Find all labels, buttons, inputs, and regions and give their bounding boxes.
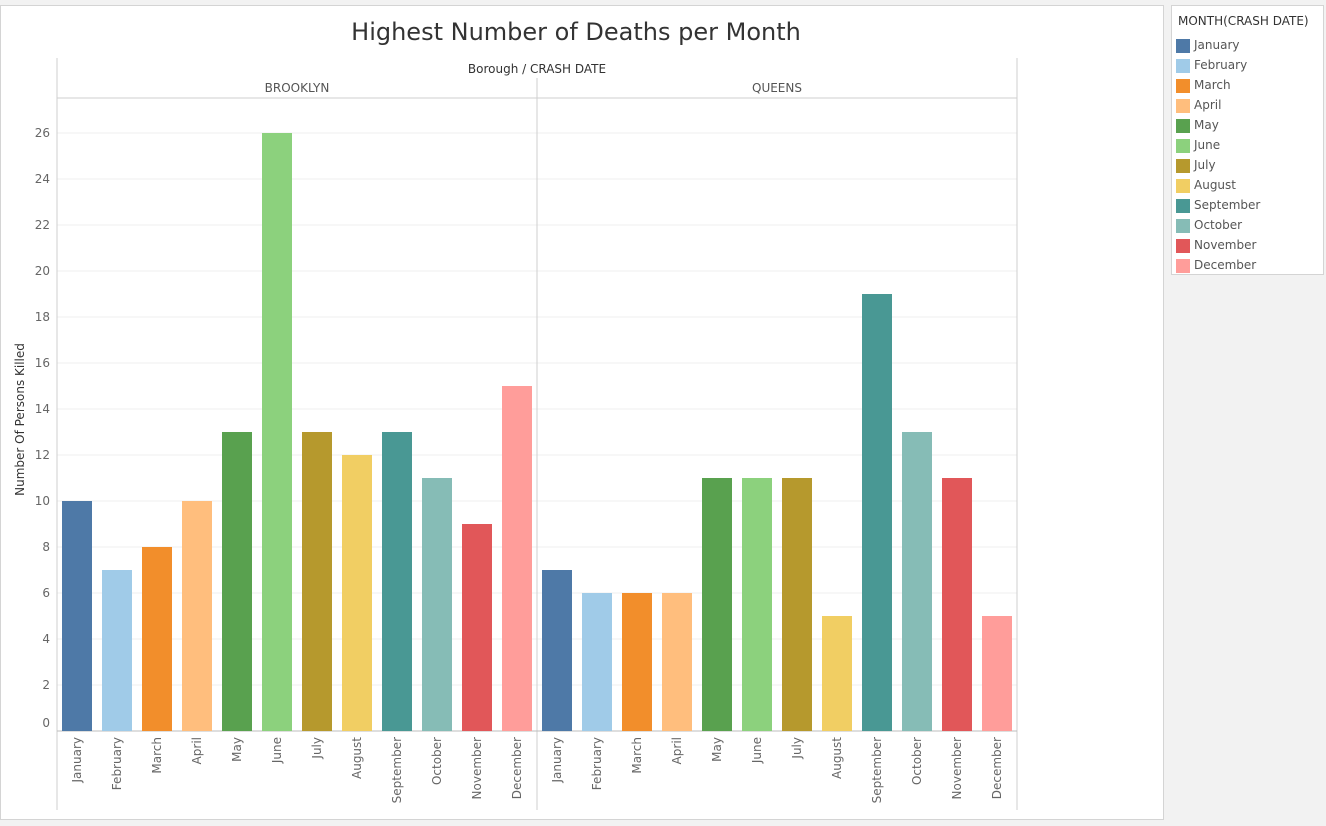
legend-title: MONTH(CRASH DATE) [1178, 14, 1309, 28]
y-tick-label: 4 [42, 632, 50, 646]
bar [62, 501, 92, 731]
x-tick-label: April [190, 737, 204, 764]
bar [862, 294, 892, 731]
legend: MONTH(CRASH DATE) January February March Ap… [1171, 5, 1324, 275]
bar [382, 432, 412, 731]
x-tick-label: November [950, 737, 964, 799]
x-tick-label: May [230, 737, 244, 762]
legend-label: January [1194, 38, 1240, 52]
legend-swatch [1176, 59, 1190, 73]
legend-label: October [1194, 218, 1243, 232]
bar [822, 616, 852, 731]
x-tick-label: January [70, 737, 84, 784]
bar [582, 593, 612, 731]
legend-label: August [1194, 178, 1236, 192]
y-tick-label: 2 [42, 678, 50, 692]
legend-swatch [1176, 179, 1190, 193]
legend-swatch [1176, 159, 1190, 173]
legend-swatch [1176, 139, 1190, 153]
legend-label: May [1194, 118, 1219, 132]
y-tick-label: 8 [42, 540, 50, 554]
x-tick-label: September [870, 737, 884, 803]
bar [622, 593, 652, 731]
y-tick-label: 0 [42, 716, 50, 730]
x-tick-label: June [270, 737, 284, 764]
y-tick-label: 10 [35, 494, 50, 508]
y-tick-label: 6 [42, 586, 50, 600]
y-tick-label: 12 [35, 448, 50, 462]
bar [702, 478, 732, 731]
chart-title: Highest Number of Deaths per Month [351, 18, 801, 46]
legend-label: April [1194, 98, 1222, 112]
x-tick-label: August [830, 737, 844, 779]
bar [142, 547, 172, 731]
x-tick-label: October [910, 737, 924, 785]
x-tick-label: July [790, 737, 804, 760]
x-tick-label: October [430, 737, 444, 785]
x-tick-label: December [990, 737, 1004, 799]
bar [422, 478, 452, 731]
legend-label: July [1194, 158, 1216, 172]
bar [782, 478, 812, 731]
legend-label: September [1194, 198, 1261, 212]
column-header: Borough / CRASH DATE [468, 62, 606, 76]
bar [542, 570, 572, 731]
bar [902, 432, 932, 731]
x-tick-label: August [350, 737, 364, 779]
bar [262, 133, 292, 731]
x-tick-label: July [310, 737, 324, 760]
x-tick-label: March [630, 737, 644, 774]
x-tick-label: December [510, 737, 524, 799]
legend-swatch [1176, 39, 1190, 53]
bar [102, 570, 132, 731]
x-tick-label: February [590, 737, 604, 790]
x-tick-label: February [110, 737, 124, 790]
x-tick-label: May [710, 737, 724, 762]
y-tick-label: 22 [35, 218, 50, 232]
legend-swatch [1176, 239, 1190, 253]
legend-swatch [1176, 259, 1190, 273]
y-tick-label: 24 [35, 172, 50, 186]
bar [662, 593, 692, 731]
x-tick-label: June [750, 737, 764, 764]
bar [222, 432, 252, 731]
bar [942, 478, 972, 731]
x-tick-label: January [550, 737, 564, 784]
panel-label: QUEENS [752, 81, 802, 95]
bar [982, 616, 1012, 731]
y-tick-label: 18 [35, 310, 50, 324]
panel-label: BROOKLYN [265, 81, 330, 95]
legend-swatch [1176, 119, 1190, 133]
legend-label: February [1194, 58, 1248, 72]
x-tick-label: March [150, 737, 164, 774]
x-tick-label: September [390, 737, 404, 803]
legend-label: June [1194, 138, 1221, 152]
legend-label: November [1194, 238, 1257, 252]
y-tick-label: 20 [35, 264, 50, 278]
legend-swatch [1176, 99, 1190, 113]
bar [502, 386, 532, 731]
bar [342, 455, 372, 731]
x-tick-label: April [670, 737, 684, 764]
y-axis-label: Number Of Persons Killed [13, 343, 27, 496]
y-tick-label: 14 [35, 402, 50, 416]
legend-label: March [1194, 78, 1231, 92]
x-tick-label: November [470, 737, 484, 799]
y-tick-label: 26 [35, 126, 50, 140]
bar [462, 524, 492, 731]
legend-swatch [1176, 199, 1190, 213]
bar [742, 478, 772, 731]
bar [182, 501, 212, 731]
legend-label: December [1194, 258, 1257, 272]
legend-swatch [1176, 219, 1190, 233]
legend-swatch [1176, 79, 1190, 93]
y-tick-label: 16 [35, 356, 50, 370]
bar [302, 432, 332, 731]
bar-chart: Borough / CRASH DATE02468101214161820222… [13, 58, 1018, 810]
